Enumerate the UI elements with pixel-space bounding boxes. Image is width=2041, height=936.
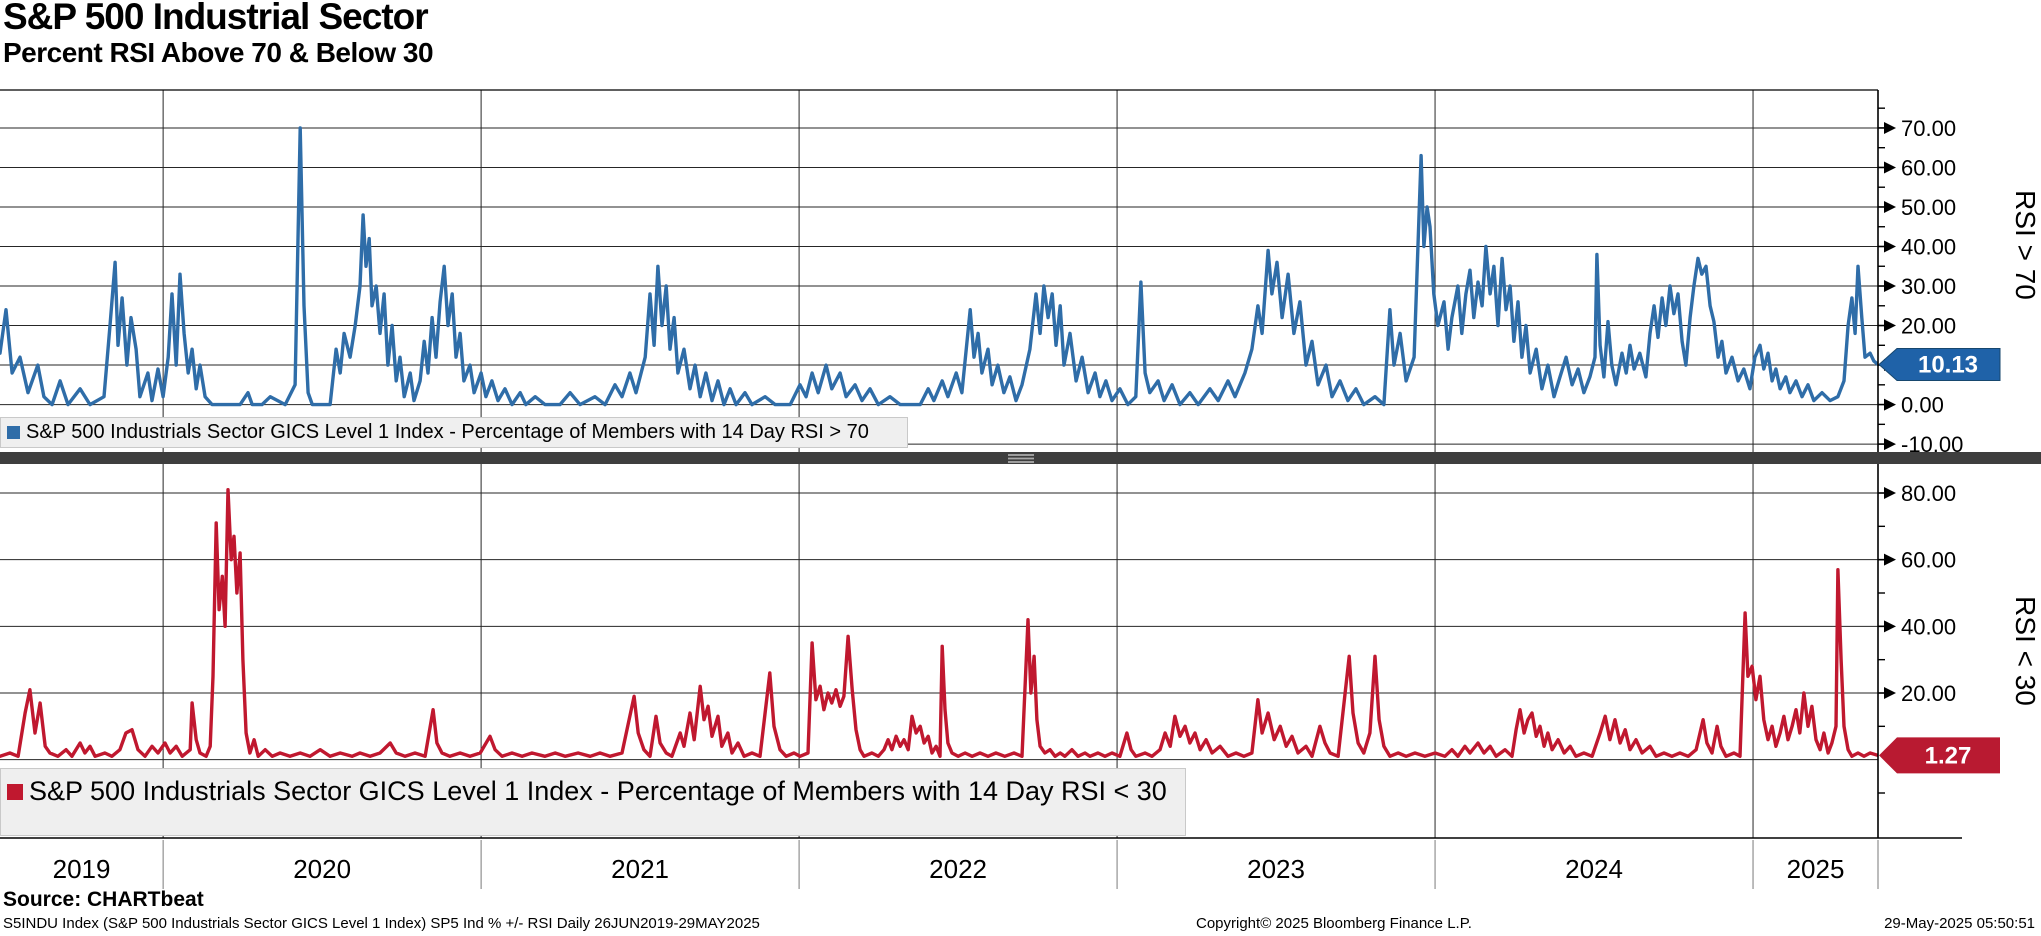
y-tick-label: 40.00: [1901, 614, 1956, 639]
x-year-label: 2019: [53, 854, 111, 884]
y-tick-label: 0.00: [1901, 393, 1944, 418]
tick-arrow-icon: [1884, 487, 1896, 499]
footer-descriptor: S5INDU Index (S&P 500 Industrials Sector…: [3, 915, 760, 932]
y-tick-label: 80.00: [1901, 481, 1956, 506]
last-value-badge-blue: [1878, 348, 2001, 382]
y-tick-label: 20.00: [1901, 681, 1956, 706]
axis-title-rsi-above-70: RSI > 70: [2010, 190, 2041, 300]
top-gridlines: [0, 90, 1878, 452]
footer-timestamp: 29-May-2025 05:50:51: [1884, 915, 2035, 932]
x-year-label: 2022: [929, 854, 987, 884]
footer-source: Source: CHARTbeat: [3, 888, 204, 911]
legend-label-rsi-below-30: S&P 500 Industrials Sector GICS Level 1 …: [29, 776, 1167, 806]
tick-arrow-icon: [1884, 200, 1896, 213]
tick-arrow-icon: [1884, 161, 1896, 174]
x-year-label: 2024: [1565, 854, 1623, 884]
y-tick-label: 60.00: [1901, 548, 1956, 573]
x-year-label: 2023: [1247, 854, 1305, 884]
legend-label-rsi-above-70: S&P 500 Industrials Sector GICS Level 1 …: [26, 421, 869, 443]
x-year-label: 2025: [1787, 854, 1845, 884]
legend-rsi-below-30: S&P 500 Industrials Sector GICS Level 1 …: [0, 768, 1186, 836]
tick-arrow-icon: [1884, 280, 1896, 293]
tick-arrow-icon: [1884, 620, 1896, 633]
panel-bottom: 80.00 60.00 40.00 20.00 1.27 RSI < 30: [0, 464, 2041, 838]
last-value-badge-red: [1879, 737, 2000, 774]
y-tick-label: 70.00: [1901, 116, 1956, 141]
y-tick-label: 60.00: [1901, 155, 1956, 180]
page-title: S&P 500 Industrial Sector: [3, 0, 429, 37]
tick-arrow-icon: [1884, 687, 1896, 699]
pane-grip-icon: [1008, 461, 1034, 463]
legend-rsi-above-70: S&P 500 Industrials Sector GICS Level 1 …: [0, 417, 908, 448]
y-tick-label: 20.00: [1901, 314, 1956, 339]
pane-grip-icon: [1008, 454, 1034, 456]
page-subtitle: Percent RSI Above 70 & Below 30: [3, 37, 434, 68]
last-value-badge-label: 10.13: [1918, 352, 1978, 379]
tick-arrow-icon: [1884, 553, 1896, 566]
y-tick-label: 50.00: [1901, 195, 1956, 220]
x-year-label: 2020: [293, 854, 351, 884]
axis-title-rsi-below-30: RSI < 30: [2010, 596, 2041, 706]
legend-swatch-red: [7, 784, 23, 800]
tick-arrow-icon: [1884, 319, 1896, 332]
tick-arrow-icon: [1884, 398, 1896, 411]
x-year-label: 2021: [611, 854, 669, 884]
footer-copyright: Copyright© 2025 Bloomberg Finance L.P.: [1196, 915, 1472, 932]
tick-arrow-icon: [1884, 240, 1896, 253]
y-tick-label: 30.00: [1901, 274, 1956, 299]
tick-arrow-icon: [1884, 438, 1896, 451]
tick-arrow-icon: [1884, 121, 1896, 134]
y-tick-label: 40.00: [1901, 234, 1956, 259]
rsi-below-30-line: [0, 488, 1878, 758]
rsi-above-70-line: [0, 126, 1878, 407]
pane-grip-icon: [1008, 457, 1034, 460]
last-value-badge-label: 1.27: [1925, 742, 1972, 769]
panel-top: 70.0060.0050.0040.0030.0020.0010.000.00-…: [0, 90, 2041, 457]
legend-swatch-blue: [7, 426, 20, 439]
